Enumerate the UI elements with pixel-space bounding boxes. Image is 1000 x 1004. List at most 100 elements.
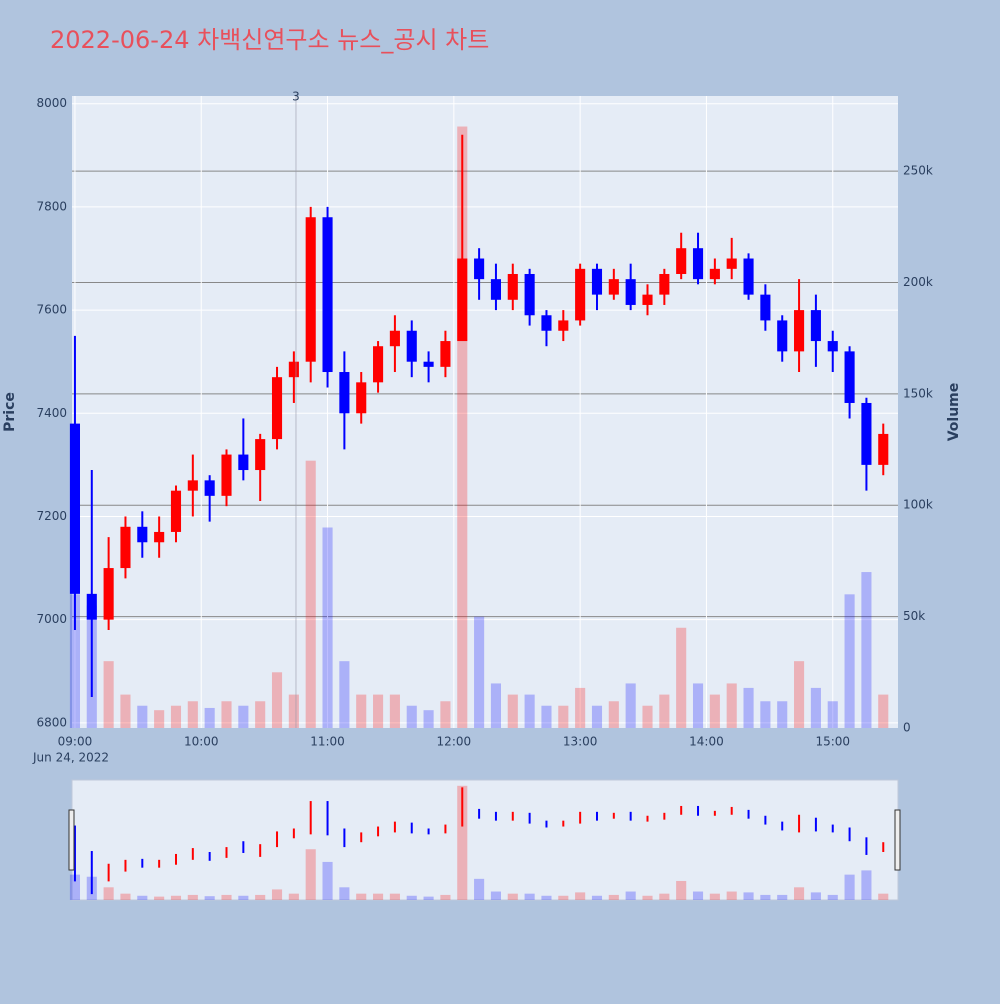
slider-volume-bar [305, 849, 316, 900]
slider-volume-bar [339, 887, 350, 900]
candle-body [187, 480, 198, 491]
x-tick-label: 15:00 [815, 735, 850, 749]
slider-volume-bar [288, 893, 299, 900]
volume-bar [777, 701, 788, 728]
volume-bar [709, 694, 720, 728]
volume-bar [221, 701, 232, 728]
slider-volume-bar [810, 892, 821, 900]
volume-bar [339, 661, 350, 728]
volume-bar [794, 661, 805, 728]
volume-bar [103, 661, 114, 728]
y2-axis-title: Volume [946, 383, 962, 442]
slider-volume-bar [844, 874, 855, 900]
x-date-label: Jun 24, 2022 [32, 751, 109, 765]
range-slider[interactable] [71, 779, 899, 901]
volume-bar [625, 683, 636, 728]
candle-body [204, 480, 215, 496]
slider-handle-left[interactable] [68, 809, 75, 871]
slider-volume-bar [760, 894, 771, 900]
candle-body [457, 258, 468, 342]
candle-body [423, 361, 434, 367]
slider-volume-bar [558, 895, 569, 900]
volume-bar [154, 710, 165, 728]
volume-bar [356, 694, 367, 728]
volume-bar [490, 683, 501, 728]
slider-volume-bar [827, 894, 838, 900]
slider-volume-bar [356, 893, 367, 900]
candle-body [726, 258, 737, 269]
slider-volume-bar [373, 893, 384, 900]
candle-body [794, 310, 805, 352]
candle-body [238, 454, 249, 471]
volume-bar [389, 694, 400, 728]
candle-body [373, 346, 384, 383]
candle-body [692, 248, 704, 280]
slider-volume-bar [861, 870, 872, 900]
slider-volume-bar [726, 891, 737, 900]
slider-volume-bar [170, 895, 182, 900]
volume-bar [120, 694, 131, 728]
volume-bar [170, 705, 182, 728]
x-tick-label: 13:00 [563, 735, 598, 749]
y-tick-label: 7800 [36, 199, 67, 213]
candle-body [322, 217, 333, 373]
volume-bar [726, 683, 737, 728]
slider-volume-bar [154, 896, 165, 900]
volume-bar [423, 710, 434, 728]
candle-body [356, 382, 367, 414]
volume-bar [541, 705, 552, 728]
candle-body [575, 268, 586, 321]
volume-bar [204, 707, 215, 728]
candle-body [137, 526, 148, 543]
candle-body [440, 341, 451, 367]
candle-body [625, 279, 636, 305]
candle-body [490, 279, 501, 300]
volume-bar [676, 627, 687, 728]
y2-tick-label: 200k [903, 275, 933, 289]
candle-body [271, 377, 283, 440]
volume-bar [406, 705, 417, 728]
slider-volume-bar [878, 893, 889, 900]
volume-bar [760, 701, 771, 728]
slider-volume-bar [423, 896, 434, 900]
volume-bar [591, 705, 603, 728]
volume-bar [844, 594, 855, 728]
candle-body [255, 439, 266, 471]
candle-body [777, 320, 788, 352]
slider-volume-bar [777, 894, 788, 900]
slider-volume-bar [187, 894, 198, 900]
slider-volume-bar [490, 891, 501, 900]
volume-bar [524, 694, 535, 728]
volume-bar [474, 616, 485, 728]
candle-body [339, 372, 350, 414]
x-tick-label: 11:00 [310, 735, 345, 749]
candle-body [86, 593, 97, 620]
volume-bar [575, 687, 586, 728]
x-tick-label: 10:00 [184, 735, 219, 749]
slider-volume-bar [137, 895, 148, 900]
slider-volume-bar [474, 878, 485, 900]
x-tick-label: 14:00 [689, 735, 724, 749]
volume-bar [440, 701, 451, 728]
slider-volume-bar [271, 889, 283, 900]
slider-volume-bar [625, 891, 636, 900]
candle-body [406, 330, 417, 362]
slider-volume-bar [255, 894, 266, 900]
y-axis-title: Price [2, 392, 18, 432]
y-tick-label: 7200 [36, 509, 67, 523]
y2-tick-label: 50k [903, 609, 925, 623]
slider-volume-bar [221, 894, 232, 900]
candle-body [69, 423, 80, 594]
candle-body [760, 294, 771, 321]
volume-bar [558, 705, 569, 728]
x-tick-label: 12:00 [437, 735, 472, 749]
volume-bar [238, 705, 249, 728]
candle-body [591, 268, 603, 295]
x-tick-label: 09:00 [58, 735, 93, 749]
candle-body [861, 402, 872, 465]
slider-handle-right[interactable] [894, 809, 901, 871]
slider-volume-bar [507, 893, 518, 900]
candle-body [170, 490, 182, 532]
y-tick-label: 8000 [36, 96, 67, 110]
y2-tick-label: 150k [903, 386, 933, 400]
